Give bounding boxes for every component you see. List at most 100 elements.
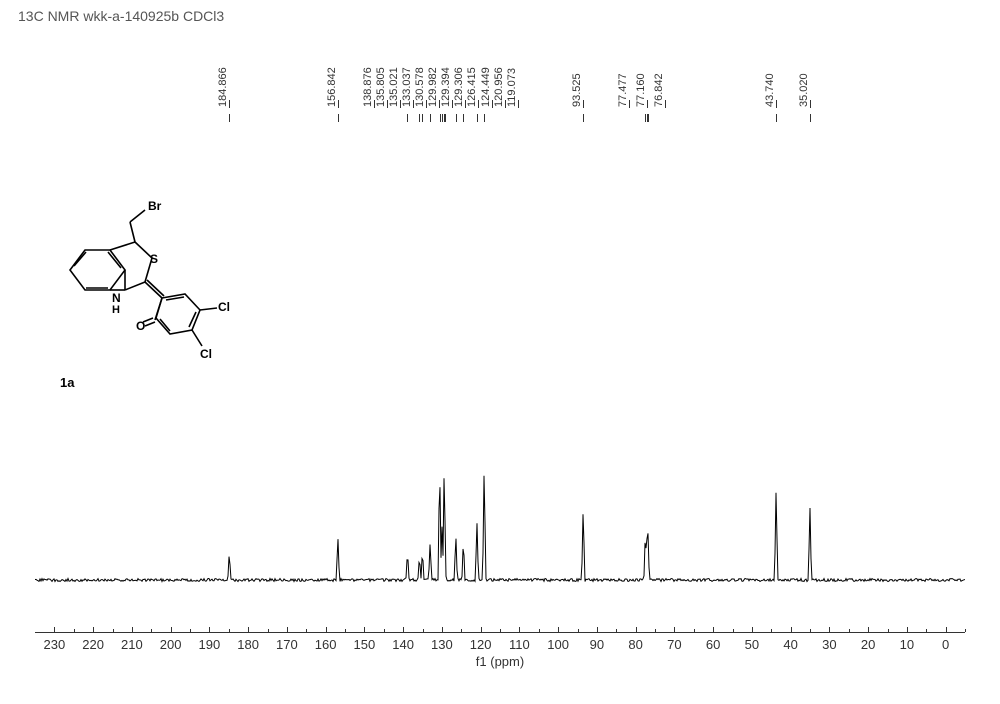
peak-leader-line [229, 114, 230, 122]
axis-minor-tick [229, 629, 230, 632]
peak-leader-line [407, 114, 408, 122]
axis-tick-label: 190 [199, 637, 221, 652]
peak-leader-line [456, 114, 457, 122]
axis-tick [132, 627, 133, 632]
peak-leader-line [810, 100, 811, 108]
axis-minor-tick [771, 629, 772, 632]
axis-tick [829, 627, 830, 632]
axis-tick [868, 627, 869, 632]
molecule-structure: Br S N H O Cl Cl [50, 190, 230, 370]
peak-leader-line [776, 114, 777, 122]
axis-tick-label: 130 [431, 637, 453, 652]
peak-ppm-label: 135.021 [388, 67, 400, 107]
axis-tick [752, 627, 753, 632]
axis-tick [171, 627, 172, 632]
axis-tick [481, 627, 482, 632]
peak-ppm-label: 129.394 [440, 67, 452, 107]
axis-tick-label: 50 [745, 637, 759, 652]
peak-leader-line [419, 114, 420, 122]
axis-tick-label: 120 [470, 637, 492, 652]
axis-tick-label: 200 [160, 637, 182, 652]
axis-minor-tick [733, 629, 734, 632]
axis-tick [209, 627, 210, 632]
axis-tick-label: 10 [900, 637, 914, 652]
axis-tick [93, 627, 94, 632]
axis-tick [791, 627, 792, 632]
axis-minor-tick [306, 629, 307, 632]
peak-leader-line [445, 114, 446, 122]
axis-tick-label: 30 [822, 637, 836, 652]
axis-tick-label: 80 [628, 637, 642, 652]
axis-minor-tick [190, 629, 191, 632]
peak-ppm-label: 129.306 [453, 67, 465, 107]
axis-tick [597, 627, 598, 632]
svg-text:O: O [136, 319, 145, 333]
axis-minor-tick [539, 629, 540, 632]
axis-minor-tick [888, 629, 889, 632]
peak-leader-line [338, 114, 339, 122]
peak-leader-line [442, 114, 443, 122]
axis-minor-tick [345, 629, 346, 632]
peak-ppm-label: 77.160 [635, 73, 647, 107]
peak-ppm-label: 77.477 [617, 73, 629, 107]
axis-tick [519, 627, 520, 632]
svg-text:H: H [112, 304, 120, 316]
peak-ppm-label: 120.956 [493, 67, 505, 107]
peak-leader-line [810, 114, 811, 122]
axis-tick [403, 627, 404, 632]
peak-leader-line [776, 100, 777, 108]
axis-tick-label: 60 [706, 637, 720, 652]
axis-minor-tick [268, 629, 269, 632]
axis-tick-label: 160 [315, 637, 337, 652]
axis-minor-tick [694, 629, 695, 632]
axis-minor-tick [423, 629, 424, 632]
axis-tick-label: 40 [783, 637, 797, 652]
peak-leader-line [430, 114, 431, 122]
peak-ppm-label: 35.020 [798, 73, 810, 107]
axis-tick-label: 150 [354, 637, 376, 652]
peak-leader-line [518, 100, 519, 108]
peak-leader-line [422, 114, 423, 122]
axis-minor-tick [810, 629, 811, 632]
axis-tick-label: 230 [44, 637, 66, 652]
axis-tick-label: 220 [82, 637, 104, 652]
peak-ppm-label: 156.842 [326, 67, 338, 107]
nmr-spectrum [35, 430, 965, 600]
peak-ppm-label: 138.876 [362, 67, 374, 107]
axis-minor-tick [849, 629, 850, 632]
svg-text:Cl: Cl [200, 347, 212, 361]
peak-leader-line [583, 100, 584, 108]
svg-text:N: N [112, 291, 121, 305]
svg-text:Br: Br [148, 199, 162, 213]
peak-leader-line [477, 114, 478, 122]
x-axis: 2302202102001901801701601501401301201101… [35, 632, 965, 672]
axis-tick [326, 627, 327, 632]
axis-tick [558, 627, 559, 632]
peak-ppm-label: 119.073 [506, 68, 518, 107]
peak-leader-line [440, 114, 441, 122]
axis-tick-label: 0 [942, 637, 949, 652]
peak-leader-line [648, 114, 649, 122]
peak-leader-line [647, 100, 648, 108]
spectrum-title: 13C NMR wkk-a-140925b CDCl3 [18, 8, 224, 24]
axis-tick [364, 627, 365, 632]
svg-text:S: S [150, 252, 158, 266]
axis-tick [907, 627, 908, 632]
peak-ppm-label: 76.842 [653, 73, 665, 107]
axis-tick-label: 170 [276, 637, 298, 652]
axis-minor-tick [616, 629, 617, 632]
axis-title: f1 (ppm) [476, 654, 524, 669]
axis-tick-label: 210 [121, 637, 143, 652]
axis-tick [287, 627, 288, 632]
peak-ppm-label: 43.740 [764, 73, 776, 107]
peak-ppm-label: 93.525 [571, 73, 583, 107]
axis-tick [248, 627, 249, 632]
axis-tick-label: 70 [667, 637, 681, 652]
axis-minor-tick [461, 629, 462, 632]
molecule-label: 1a [60, 375, 74, 390]
axis-tick [674, 627, 675, 632]
peak-leader-line [463, 114, 464, 122]
axis-minor-tick [578, 629, 579, 632]
peak-leader-line [665, 100, 666, 108]
svg-text:Cl: Cl [218, 300, 230, 314]
